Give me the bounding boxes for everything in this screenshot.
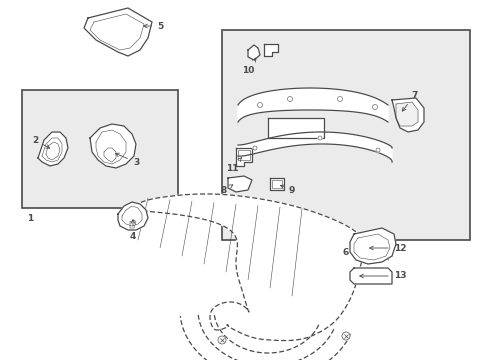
Text: 12: 12	[369, 243, 406, 252]
Polygon shape	[84, 8, 152, 56]
Polygon shape	[264, 44, 278, 56]
Text: 13: 13	[359, 271, 406, 280]
Text: 5: 5	[143, 22, 163, 31]
Polygon shape	[227, 176, 251, 192]
Circle shape	[337, 96, 342, 102]
Bar	[238, 150, 249, 160]
Circle shape	[287, 96, 292, 102]
Bar	[222, 30, 469, 240]
Text: 2: 2	[32, 135, 50, 148]
Circle shape	[372, 104, 377, 109]
Polygon shape	[247, 45, 260, 60]
Polygon shape	[118, 202, 148, 230]
Circle shape	[218, 336, 225, 344]
Polygon shape	[238, 132, 391, 162]
Circle shape	[317, 136, 321, 140]
Polygon shape	[236, 148, 251, 166]
Polygon shape	[349, 268, 391, 284]
Polygon shape	[238, 88, 387, 122]
Polygon shape	[349, 228, 395, 264]
Circle shape	[375, 148, 379, 152]
Polygon shape	[38, 132, 68, 166]
Polygon shape	[269, 178, 284, 190]
Polygon shape	[90, 124, 136, 168]
Text: 4: 4	[129, 220, 136, 240]
Circle shape	[252, 146, 257, 150]
Polygon shape	[267, 118, 324, 138]
Text: 10: 10	[242, 58, 255, 75]
Text: 8: 8	[221, 185, 232, 194]
Text: 7: 7	[402, 90, 417, 111]
Bar	[271, 180, 282, 188]
Text: 1: 1	[27, 214, 33, 223]
Text: 9: 9	[280, 185, 295, 194]
Bar	[22, 90, 178, 208]
Text: 3: 3	[115, 153, 139, 166]
Circle shape	[341, 332, 349, 340]
Circle shape	[257, 103, 262, 108]
Text: 11: 11	[225, 158, 241, 172]
Polygon shape	[128, 194, 363, 341]
Polygon shape	[395, 102, 417, 126]
Text: 6: 6	[342, 248, 348, 257]
Bar	[355, 270, 387, 282]
Polygon shape	[391, 98, 423, 132]
